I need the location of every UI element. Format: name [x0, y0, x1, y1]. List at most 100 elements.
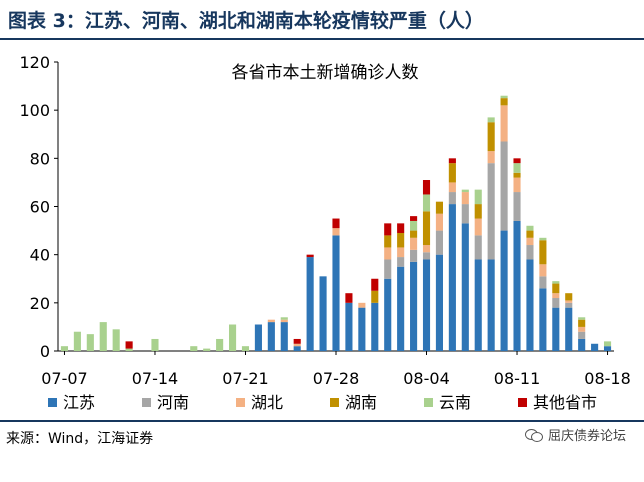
bar-segment [526, 237, 534, 246]
bar-segment [539, 237, 547, 241]
bar-segment [603, 341, 612, 347]
bar-segment [293, 338, 301, 344]
header-rule [0, 38, 644, 40]
bar-segment [435, 254, 443, 351]
bar-segment [112, 329, 120, 351]
legend-swatch [424, 398, 433, 407]
x-tick-label: 08-04 [403, 369, 450, 388]
bar-segment [280, 319, 288, 323]
bar-segment [526, 230, 534, 238]
x-tick-label: 07-07 [41, 369, 88, 388]
bar-segment [474, 259, 482, 351]
bar-segment [422, 211, 431, 246]
bar-segment [448, 182, 456, 193]
bar-segment [513, 158, 521, 164]
bar-segment [474, 235, 482, 260]
bar-segment [422, 245, 431, 253]
bar-segment [241, 346, 250, 351]
bar-segment [306, 254, 314, 258]
figure-label: 图表 3：江苏、河南、湖北和湖南本轮疫情较严重（人） [8, 10, 484, 32]
y-tick-label: 40 [30, 246, 50, 265]
y-tick-label: 80 [30, 149, 50, 168]
watermark: 屈庆债券论坛 [524, 425, 626, 444]
bar-segment [422, 252, 431, 260]
bar-segment [591, 343, 599, 351]
bar-segment [280, 317, 288, 320]
bar-segment [60, 346, 69, 351]
y-tick-label: 120 [19, 53, 50, 72]
bar-segment [384, 278, 392, 351]
legend-entry: 江苏 [63, 393, 95, 412]
bar-segment [513, 192, 521, 221]
bar-segment [526, 259, 534, 351]
bar-segment [190, 346, 198, 351]
bar-segment [603, 346, 612, 351]
bar-segment [565, 293, 573, 301]
bar-segment [578, 317, 586, 320]
footer-rule [0, 420, 644, 422]
bar-segment [448, 192, 456, 205]
bar-segment [86, 334, 94, 351]
bar-segment [578, 319, 586, 327]
bar-segment [410, 261, 418, 351]
bar-segment [410, 216, 418, 221]
legend-swatch [48, 398, 57, 407]
bar-segment [203, 348, 211, 351]
bar-segment [500, 230, 508, 351]
bar-segment [267, 322, 275, 351]
legend-swatch [236, 398, 245, 407]
bar-segment [319, 276, 327, 351]
bar-segment [578, 326, 586, 332]
bar-segment [552, 293, 560, 299]
bar-segment [565, 307, 573, 351]
y-tick-label: 20 [30, 294, 50, 313]
bar-segment [358, 302, 366, 308]
bar-segment [229, 324, 237, 351]
y-tick-label: 100 [19, 101, 50, 120]
bar-segment [487, 122, 495, 152]
bar-segment [578, 338, 586, 351]
source-note: 来源：Wind，江海证券 [6, 431, 154, 447]
bar-segment [410, 220, 418, 231]
bar-segment [578, 331, 586, 339]
bar-segment [306, 257, 314, 351]
bar-segment [448, 163, 456, 183]
bar-segment [73, 331, 81, 351]
bar-segment [345, 302, 353, 351]
figure-header: 图表 3：江苏、河南、湖北和湖南本轮疫情较严重（人） [0, 0, 644, 40]
bar-segment [397, 232, 405, 248]
bar-segment [397, 247, 405, 258]
bar-segment [371, 302, 379, 351]
bar-segment [474, 204, 482, 219]
bar-segment [435, 201, 443, 214]
bar-segment [500, 141, 508, 231]
chart-axes: 0 20 40 60 80 100 120 07-07 07-14 07-21 07-28 08-04… [19, 53, 630, 388]
bar-segment [539, 276, 547, 289]
bar-segment [254, 324, 262, 351]
bar-segment [487, 117, 495, 123]
y-tick-label: 0 [40, 342, 50, 361]
bar-segment [332, 218, 340, 229]
bar-segment [293, 346, 301, 351]
bar-segment [384, 235, 392, 248]
bar-segment [461, 204, 469, 224]
bar-segment [513, 177, 521, 193]
bar-segment [565, 300, 573, 303]
legend-entry: 湖南 [345, 393, 377, 412]
bar-segment [410, 237, 418, 250]
bar-segment [384, 259, 392, 279]
x-tick-label: 07-14 [132, 369, 179, 388]
bar-segment [280, 322, 288, 351]
bar-segment [539, 264, 547, 277]
bar-segment [474, 189, 482, 205]
x-tick-label: 07-21 [222, 369, 269, 388]
bar-segment [500, 98, 508, 106]
bar-segment [293, 343, 301, 347]
bar-segment [422, 259, 431, 351]
bar-segment [448, 158, 456, 164]
legend-entry: 云南 [439, 393, 471, 412]
bar-segment [410, 249, 418, 262]
legend-entry: 湖北 [251, 393, 283, 412]
bar-segment [216, 338, 224, 351]
legend-entry: 其他省市 [533, 393, 597, 412]
